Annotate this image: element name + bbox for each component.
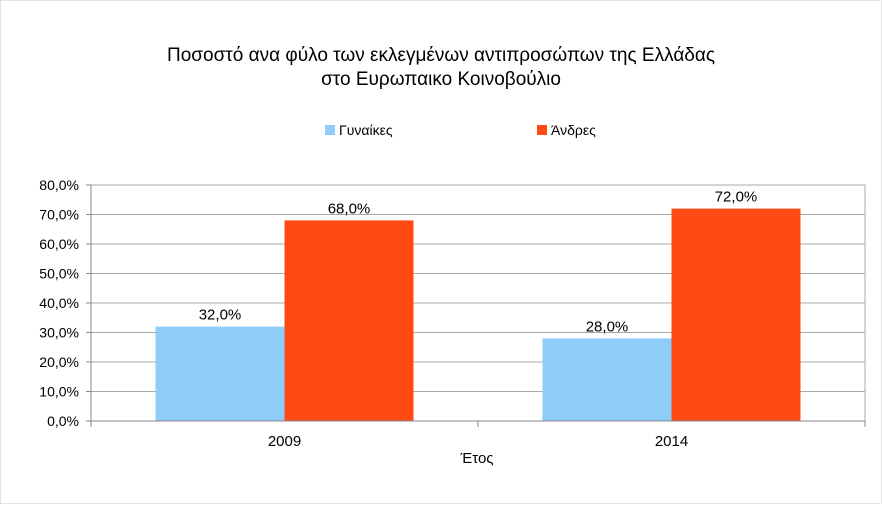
chart-title-line-1: Ποσοστό ανα φύλο των εκλεγμένων αντιπροσ… [167,45,715,66]
legend-swatch [537,125,547,135]
x-tick-label: 2009 [268,433,301,450]
bar-women-2014 [542,338,672,421]
data-label: 68,0% [328,200,371,217]
legend-label: Γυναίκες [339,122,393,138]
bar-men-2009 [284,220,414,421]
y-tick-label: 40,0% [39,295,79,311]
bar-men-2014 [671,208,801,421]
y-tick-label: 0,0% [47,413,79,429]
data-label: 32,0% [199,307,242,324]
y-tick-label: 20,0% [39,354,79,370]
y-tick-label: 10,0% [39,384,79,400]
x-axis: 2009 2014 [90,420,866,450]
bar-women-2009 [155,326,285,421]
y-tick-label: 60,0% [39,236,79,252]
chart-title-line-2: στο Ευρωπαικο Κοινοβούλιο [321,69,561,90]
y-tick-label: 80,0% [39,177,79,193]
data-label: 72,0% [715,189,758,206]
legend: Γυναίκες Άνδρες [325,122,596,138]
legend-label: Άνδρες [551,122,596,138]
legend-swatch [325,125,335,135]
x-axis-label: Έτος [459,450,493,467]
y-tick-label: 30,0% [39,325,79,341]
bars: 32,0% 68,0% 28,0% 72,0% [155,189,801,421]
data-label: 28,0% [586,318,629,335]
y-axis: 0,0% 10,0% 20,0% 30,0% 40,0% 50,0% 60,0% 70,0% 8… [39,177,92,429]
y-tick-label: 50,0% [39,266,79,282]
x-tick-label: 2014 [655,433,688,450]
y-tick-label: 70,0% [39,207,79,223]
